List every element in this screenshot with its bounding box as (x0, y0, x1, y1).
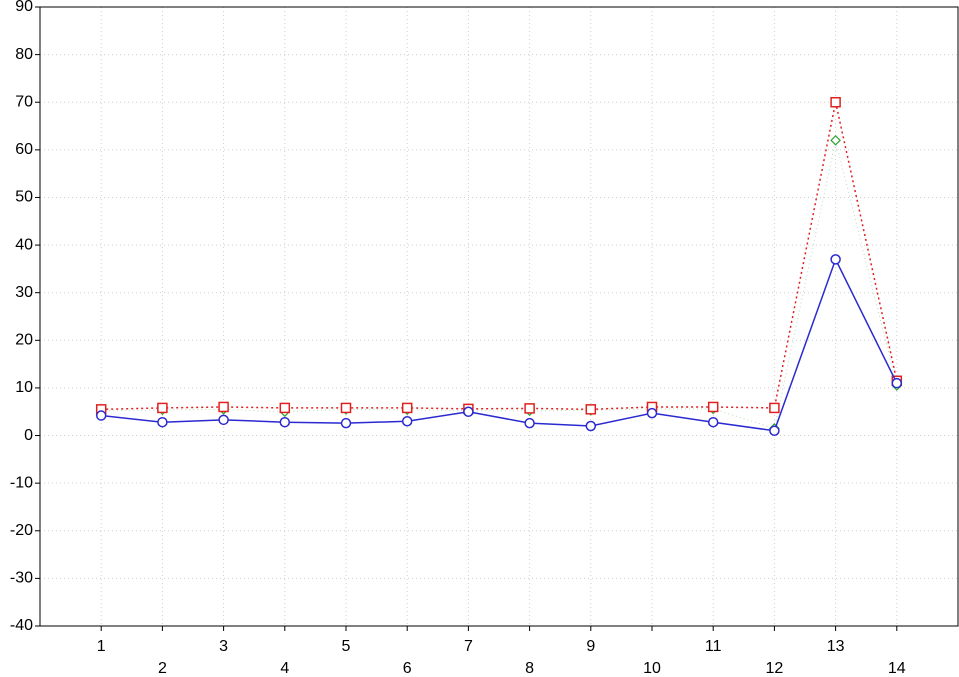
point (585, 420, 597, 432)
point (707, 401, 719, 413)
point (463, 406, 474, 417)
point (95, 410, 107, 421)
point (585, 404, 597, 415)
point (340, 402, 352, 414)
x-tick-label: 6 (403, 660, 412, 677)
y-tick-label: 60 (15, 141, 33, 158)
y-tick-label: 10 (15, 379, 33, 396)
point (830, 134, 841, 146)
x-tick-label: 3 (219, 638, 228, 655)
y-tick-label: 70 (15, 93, 33, 110)
point (218, 401, 229, 413)
y-tick-label: 80 (15, 46, 33, 63)
y-tick-label: 0 (24, 427, 33, 444)
x-tick-label: 7 (464, 638, 473, 655)
point (401, 416, 413, 427)
x-tick-label: 5 (342, 638, 351, 655)
series-line (101, 102, 898, 411)
x-tick-label: 4 (280, 660, 289, 677)
x-tick-label: 12 (766, 660, 784, 677)
y-tick-label: 50 (15, 189, 33, 206)
point (707, 416, 719, 428)
y-tick-label: -10 (10, 474, 33, 491)
y-tick-label: 20 (15, 332, 33, 349)
point (646, 407, 658, 419)
point (279, 402, 291, 414)
x-tick-label: 8 (525, 660, 534, 677)
y-tick-label: -30 (10, 570, 33, 587)
point (157, 416, 168, 428)
point (401, 402, 413, 414)
y-tick-label: -20 (10, 522, 33, 539)
point (218, 414, 229, 426)
point (830, 254, 841, 265)
x-tick-label: 11 (705, 638, 722, 655)
point (769, 425, 780, 437)
y-tick-label: 30 (15, 284, 33, 301)
point (157, 402, 168, 414)
x-tick-label: 10 (643, 660, 661, 677)
series-line (101, 140, 898, 430)
y-tick-label: 90 (15, 0, 33, 15)
point (524, 417, 535, 429)
point (891, 377, 903, 389)
point (524, 403, 535, 414)
y-tick-label: 40 (15, 236, 33, 253)
series-line (101, 257, 898, 432)
x-tick-label: 1 (97, 638, 106, 655)
point (830, 96, 841, 108)
x-tick-label: 2 (158, 660, 167, 677)
point (769, 402, 780, 414)
point (340, 417, 352, 429)
x-tick-label: 13 (827, 638, 845, 655)
x-tick-label: 14 (888, 660, 906, 677)
point (279, 416, 291, 428)
x-tick-label: 9 (586, 638, 595, 655)
plot-frame (39, 6, 959, 627)
y-tick-label: -40 (10, 617, 33, 634)
